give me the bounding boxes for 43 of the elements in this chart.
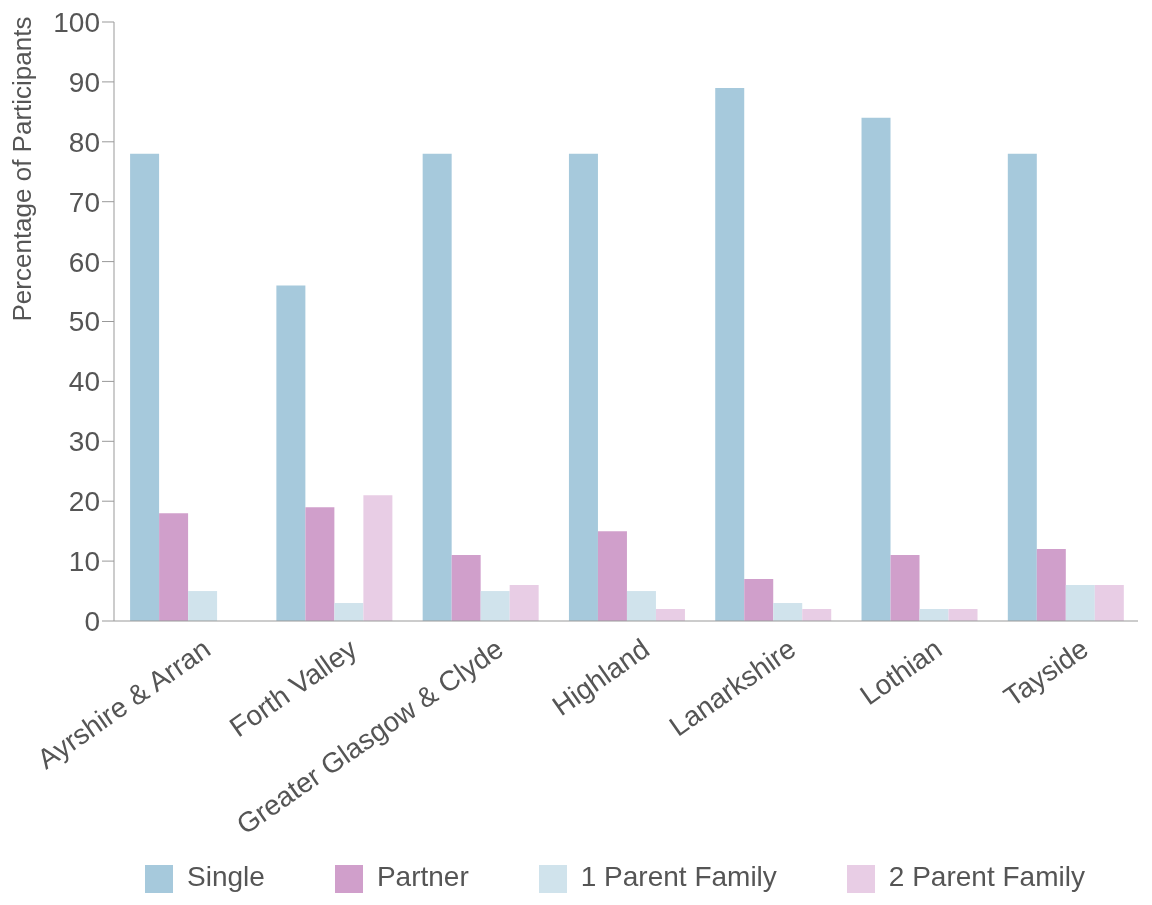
bar — [1094, 585, 1124, 621]
bar — [948, 609, 978, 621]
y-axis-title: Percentage of Participants — [7, 16, 38, 322]
bar — [509, 585, 539, 621]
y-tick-label: 20 — [68, 486, 100, 518]
y-tick-label: 10 — [68, 546, 100, 578]
y-tick-label: 100 — [53, 6, 100, 38]
bar — [919, 609, 949, 621]
bar — [861, 117, 891, 621]
bar — [597, 531, 627, 621]
bar — [188, 591, 218, 621]
bar — [1036, 549, 1066, 621]
y-tick-label: 70 — [68, 186, 100, 218]
bar — [744, 579, 774, 621]
bar — [773, 603, 803, 621]
bar — [568, 153, 598, 621]
y-tick-label: 40 — [68, 366, 100, 398]
y-tick-label: 60 — [68, 246, 100, 278]
legend-label: 2 Parent Family — [888, 861, 1085, 892]
bar — [334, 603, 364, 621]
bar — [480, 591, 510, 621]
bar — [626, 591, 656, 621]
y-tick-label: 90 — [68, 66, 100, 98]
legend-label: Partner — [376, 861, 469, 892]
bar — [715, 87, 745, 621]
bar — [276, 285, 306, 621]
bar — [451, 555, 481, 621]
bar — [305, 507, 335, 621]
bar — [130, 153, 160, 621]
y-tick-label: 0 — [84, 605, 100, 637]
bar — [363, 495, 393, 621]
bar — [422, 153, 452, 621]
bar — [890, 555, 920, 621]
bar — [159, 513, 189, 621]
legend-label: Single — [187, 861, 265, 892]
bar — [1065, 585, 1095, 621]
y-tick-label: 50 — [68, 306, 100, 338]
y-tick-label: 80 — [68, 126, 100, 158]
bar — [655, 609, 685, 621]
bar — [1007, 153, 1037, 621]
legend-label: 1 Parent Family — [580, 861, 777, 892]
y-tick-label: 30 — [68, 426, 100, 458]
bar — [802, 609, 832, 621]
